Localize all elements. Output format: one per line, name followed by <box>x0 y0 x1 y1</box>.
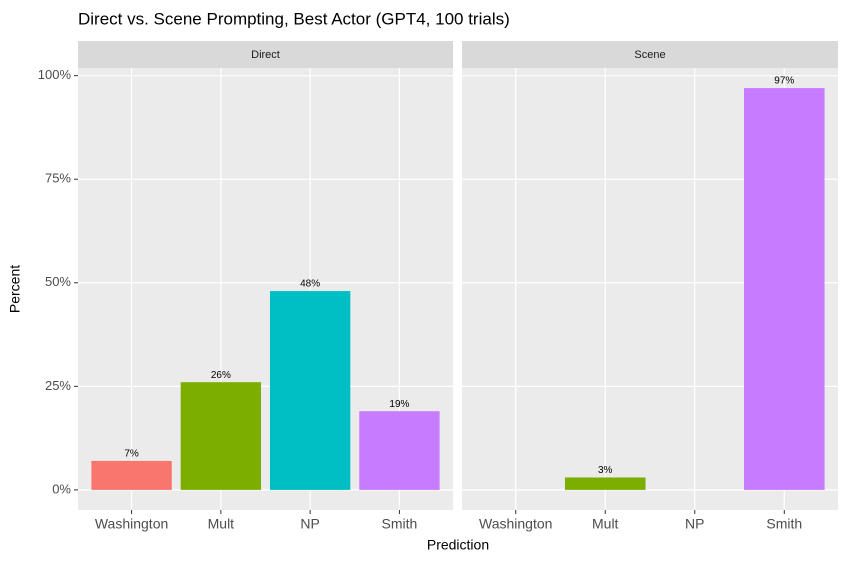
value-label: 48% <box>300 279 320 290</box>
bar <box>359 411 440 490</box>
y-tick-label: 100% <box>38 67 72 82</box>
value-label: 97% <box>774 76 794 87</box>
x-tick-label: Smith <box>766 516 802 532</box>
x-tick-label: Mult <box>208 516 235 532</box>
y-tick-label: 50% <box>45 274 71 289</box>
x-tick-label: Mult <box>592 516 619 532</box>
x-tick-label: NP <box>685 516 704 532</box>
bar <box>269 291 351 490</box>
x-tick-label: Washington <box>479 516 552 532</box>
facet-title: Scene <box>634 49 665 61</box>
facet-title: Direct <box>251 49 280 61</box>
chart-title: Direct vs. Scene Prompting, Best Actor (… <box>78 9 510 28</box>
y-tick-label: 0% <box>52 481 71 496</box>
y-tick-label: 25% <box>45 378 71 393</box>
value-label: 19% <box>389 399 409 410</box>
bar <box>744 88 825 490</box>
strip <box>78 41 453 68</box>
y-tick-label: 75% <box>45 171 71 186</box>
x-tick-label: Smith <box>382 516 418 532</box>
strip <box>462 41 838 68</box>
x-tick-label: Washington <box>95 516 168 532</box>
bar <box>564 477 646 490</box>
y-axis-title: Percent <box>7 265 23 313</box>
x-axis-title: Prediction <box>427 537 489 553</box>
value-label: 3% <box>598 465 613 476</box>
bar <box>180 382 262 490</box>
x-tick-label: NP <box>300 516 319 532</box>
value-label: 7% <box>124 449 139 460</box>
value-label: 26% <box>211 370 231 381</box>
bar <box>91 460 172 490</box>
